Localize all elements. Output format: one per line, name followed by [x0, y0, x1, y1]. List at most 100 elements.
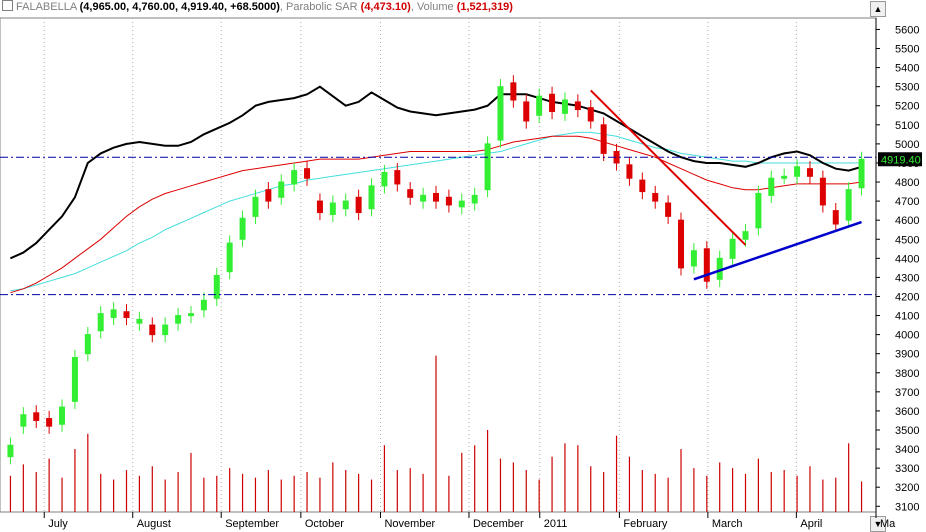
price-bar-body — [768, 177, 775, 196]
time-tick-label: August — [137, 518, 171, 530]
plot-frame — [0, 17, 877, 513]
price-bar-body — [7, 444, 14, 458]
price-bar-body — [304, 168, 311, 179]
price-bar-body — [484, 143, 491, 191]
price-bar-body — [858, 158, 865, 189]
price-axis: 5600550054005300520051005000490048004700… — [875, 18, 922, 513]
price-bar-body — [46, 418, 53, 427]
price-bar-body — [175, 315, 182, 324]
price-bar-body — [420, 194, 427, 202]
time-tick-label: February — [623, 518, 668, 530]
price-bar-body — [819, 177, 826, 206]
price-bar-body — [523, 101, 530, 122]
last-price-label: 4919.40 — [881, 154, 921, 166]
time-tick-label: March — [712, 518, 743, 530]
price-bar-body — [690, 250, 697, 267]
price-tick-label: 5000 — [895, 139, 919, 151]
time-tick-label: December — [473, 518, 524, 530]
price-tick-label: 5300 — [895, 82, 919, 94]
price-bar-body — [329, 202, 336, 215]
ohlc-values: (4,965.00, 4,760.00, 4,919.40, +68.5000) — [79, 1, 280, 13]
price-tick-label: 5400 — [895, 63, 919, 75]
price-bar-body — [226, 242, 233, 273]
price-bar-body — [445, 196, 452, 206]
price-tick-label: 4100 — [895, 311, 919, 323]
price-bar-body — [368, 185, 375, 210]
price-tick-label: 3100 — [895, 501, 919, 513]
price-bar-body — [510, 82, 517, 101]
price-bar-body — [252, 196, 259, 217]
price-bar-body — [652, 192, 659, 202]
price-bar-body — [806, 168, 813, 177]
indicator-label: Parabolic SAR — [286, 1, 358, 13]
price-bar-body — [549, 93, 556, 112]
price-bar-body — [639, 179, 646, 193]
price-bar-body — [433, 192, 439, 202]
volume-bars — [9, 355, 863, 512]
price-bar-body — [84, 334, 91, 355]
price-bar-body — [703, 248, 710, 282]
price-tick-label: 3700 — [895, 387, 919, 399]
price-bar-body — [97, 313, 104, 332]
chart-header: FALABELLA (4,965.00, 4,760.00, 4,919.40,… — [0, 0, 870, 16]
price-bar-body — [587, 107, 594, 122]
price-bar-body — [561, 99, 568, 114]
price-bar-body — [265, 189, 272, 202]
price-bar-body — [291, 170, 298, 185]
price-bar-body — [316, 200, 323, 214]
price-bar-body — [123, 311, 130, 318]
price-bar-body — [149, 324, 156, 336]
grid — [0, 17, 877, 513]
moving-averages — [9, 85, 862, 294]
price-tick-label: 3400 — [895, 444, 919, 456]
price-bar-body — [33, 412, 40, 421]
price-bar-body — [59, 406, 66, 425]
price-bar-body — [755, 192, 762, 229]
price-tick-label: 4500 — [895, 234, 919, 246]
trend-lines — [0, 89, 876, 296]
price-bar-body — [471, 194, 478, 204]
series-checkbox[interactable] — [2, 0, 13, 11]
price-bar-body — [458, 200, 465, 208]
scroll-up-button[interactable]: ▲ — [870, 1, 886, 17]
last-price-box — [878, 152, 922, 167]
price-bar-body — [742, 231, 749, 240]
price-bar-body — [574, 101, 581, 111]
time-tick-label: October — [305, 518, 344, 530]
price-tick-label: 4600 — [895, 215, 919, 227]
price-bar-body — [110, 309, 117, 318]
price-bar-body — [536, 95, 543, 116]
price-bar-body — [71, 357, 78, 402]
time-tick-label: July — [48, 518, 68, 530]
price-bar-body — [355, 196, 362, 214]
price-bar-body — [381, 171, 388, 187]
volume-value: (1,521,319) — [456, 1, 513, 13]
price-tick-label: 4800 — [895, 177, 919, 189]
price-bar-body — [187, 313, 194, 317]
moving-average-red — [10, 135, 862, 294]
price-bar-body — [20, 414, 27, 427]
price-tick-label: 5600 — [895, 24, 919, 36]
price-tick-label: 3800 — [895, 368, 919, 380]
price-bar-body — [845, 189, 852, 221]
price-bar-body — [342, 200, 349, 210]
price-bar-body — [729, 238, 736, 259]
price-bar-body — [794, 166, 801, 177]
price-tick-label: 5200 — [895, 101, 919, 113]
price-bar-body — [497, 86, 504, 141]
price-bar-body — [136, 318, 143, 324]
moving-average-black — [9, 85, 862, 260]
price-bar-body — [162, 324, 169, 336]
price-bar-body — [832, 210, 839, 225]
price-bar-body — [239, 217, 246, 240]
price-bar-body — [781, 175, 788, 179]
price-bar-body — [394, 170, 401, 185]
time-axis: July August September October November Decemb… — [43, 512, 896, 530]
time-tick-label: 2011 — [544, 518, 568, 530]
volume-label: Volume — [416, 1, 454, 13]
price-bar-body — [407, 189, 414, 198]
time-tick-label: September — [225, 518, 279, 530]
price-tick-label: 5100 — [895, 120, 919, 132]
